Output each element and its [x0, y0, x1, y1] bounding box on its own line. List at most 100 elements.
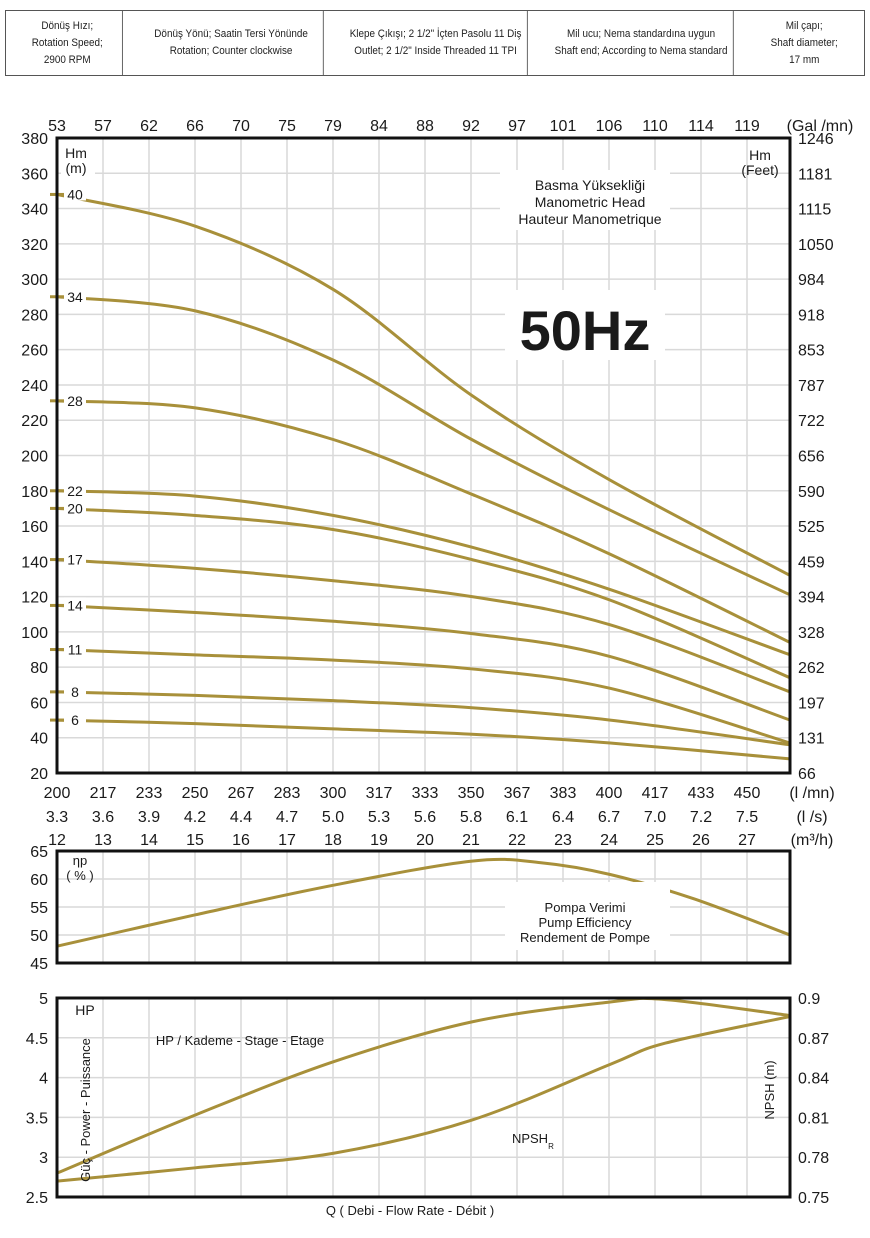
- x-ticks-lmn-tick: 383: [550, 785, 577, 802]
- gal-tick: 114: [688, 118, 714, 135]
- head-y-right-tick: 722: [798, 413, 825, 430]
- x-ticks-ls-tick: 3.3: [46, 809, 68, 826]
- gal-tick: 62: [140, 118, 158, 135]
- gal-tick: 57: [94, 118, 112, 135]
- head-y-right-tick: 328: [798, 625, 825, 642]
- head-ylabel-right: Hm: [749, 147, 771, 163]
- x-ticks-m3h-tick: 19: [370, 832, 388, 849]
- gal-tick: 101: [550, 118, 577, 135]
- npsh-ylabel: NPSH (m): [762, 1060, 777, 1119]
- head-curve-34: [56, 295, 791, 597]
- efficiency-y-tick: 65: [30, 844, 48, 861]
- head-annotation: Manometric Head: [535, 194, 646, 210]
- x-ticks-lmn-tick: 283: [274, 785, 301, 802]
- stage-label: 17: [67, 552, 83, 568]
- x-ticks-lmn-tick: 217: [90, 785, 117, 802]
- x-ticks-m3h-tick: 21: [462, 832, 480, 849]
- head-y-right-tick: 590: [798, 484, 825, 501]
- stage-label-bg: [64, 712, 86, 727]
- gal-tick: 70: [232, 118, 250, 135]
- efficiency-annotation: Pompa Verimi: [545, 900, 626, 915]
- stage-label: 11: [68, 642, 83, 658]
- x-ticks-lmn-tick: 367: [504, 785, 531, 802]
- head-y-right-tick: 262: [798, 660, 825, 677]
- head-y-tick: 240: [21, 378, 48, 395]
- x-ticks-ls-tick: 6.7: [598, 809, 620, 826]
- head-y-tick: 200: [21, 449, 48, 466]
- head-y-tick: 80: [30, 660, 48, 677]
- head-y-tick: 380: [21, 131, 48, 148]
- frequency-title: 50Hz: [520, 299, 651, 362]
- x-ticks-ls-tick: 7.5: [736, 809, 758, 826]
- x-ticks-ls-tick: 3.9: [138, 809, 160, 826]
- head-y-right-tick: 394: [798, 590, 825, 607]
- stage-label-bg: [64, 392, 86, 407]
- x-ticks-lmn-tick: 400: [596, 785, 623, 802]
- head-y-tick: 280: [21, 307, 48, 324]
- x-ticks-lmn-tick: 233: [136, 785, 163, 802]
- x-ticks-m3h-tick: 24: [600, 832, 618, 849]
- gal-tick: 92: [462, 118, 480, 135]
- head-curve-14: [56, 603, 791, 722]
- head-y-tick: 60: [30, 695, 48, 712]
- npsh-y-tick: 0.9: [798, 991, 820, 1008]
- head-y-tick: 160: [21, 519, 48, 536]
- head-annotation: Basma Yüksekliği: [535, 177, 645, 193]
- head-ylabel-bg: [61, 143, 95, 179]
- stage-label-bg: [64, 186, 86, 201]
- spec-table: Dönüş Hızı; Rotation Speed; 2900 RPM Dön…: [5, 10, 865, 76]
- x-ticks-ls-tick: 7.0: [644, 809, 666, 826]
- head-y-tick: 20: [30, 766, 48, 783]
- head-y-tick: 180: [21, 484, 48, 501]
- npsh-curve-label-sub: R: [548, 1142, 554, 1151]
- head-y-right-tick: 525: [798, 519, 825, 536]
- head-frame: [55, 136, 792, 775]
- head-y-tick: 140: [21, 554, 48, 571]
- stage-label: 28: [67, 393, 83, 409]
- flow-xlabel: Q ( Debi - Flow Rate - Débit ): [326, 1203, 494, 1218]
- efficiency-y-tick: 60: [30, 872, 48, 889]
- spec-rotation-direction: Dönüş Yönü; Saatin Tersi Yönünde Rotatio…: [140, 11, 325, 75]
- efficiency-annotation-bg: [505, 882, 670, 950]
- stage-label-bg: [64, 641, 86, 656]
- x-ticks-m3h-tick: 20: [416, 832, 434, 849]
- gal-tick: 119: [734, 118, 760, 135]
- title-bg: [505, 290, 665, 360]
- x-ticks-lmn-tick: 267: [228, 785, 255, 802]
- power-y-tick: 5: [39, 991, 48, 1008]
- x-ticks-m3h-tick: 22: [508, 832, 526, 849]
- hp-curve-label: HP / Kademe - Stage - Etage: [156, 1033, 324, 1048]
- x-ticks-ls-tick: 3.6: [92, 809, 114, 826]
- x-ticks-ls-tick: 4.7: [276, 809, 298, 826]
- stage-label-bg: [64, 683, 86, 698]
- efficiency-ylabel-unit: ( % ): [66, 868, 93, 883]
- head-curve-20: [56, 506, 791, 680]
- gal-unit: (Gal /mn): [787, 118, 854, 135]
- gal-tick: 88: [416, 118, 434, 135]
- gal-tick: 66: [186, 118, 204, 135]
- hp-curve: [56, 996, 791, 1175]
- x-ticks-lmn-tick: 200: [44, 785, 71, 802]
- head-y-right-tick: 984: [798, 272, 825, 289]
- head-curve-8: [56, 690, 791, 747]
- head-y-right-tick: 656: [798, 449, 825, 466]
- stage-label: 22: [67, 483, 83, 499]
- npsh-y-tick: 0.87: [798, 1031, 829, 1048]
- head-y-tick: 300: [21, 272, 48, 289]
- gal-tick: 110: [642, 118, 668, 135]
- x-ticks-ls-tick: 6.1: [506, 809, 528, 826]
- x-ticks-m3h-tick: 26: [692, 832, 710, 849]
- x-ticks-m3h-tick: 13: [94, 832, 112, 849]
- x-ticks-ls-tick: 7.2: [690, 809, 712, 826]
- x-ticks-ls-tick: 4.4: [230, 809, 252, 826]
- stage-label: 8: [71, 684, 79, 700]
- head-y-right-tick: 918: [798, 307, 825, 324]
- power-y-tick: 4: [39, 1071, 48, 1088]
- power-y-tick: 4.5: [26, 1031, 48, 1048]
- x-ticks-m3h-unit: (m³/h): [791, 832, 834, 849]
- head-ylabel-right-unit: (Feet): [741, 162, 778, 178]
- x-ticks-lmn-unit: (l /mn): [789, 785, 834, 802]
- head-curve-28: [56, 399, 791, 644]
- npsh-curve-label: NPSH: [512, 1131, 548, 1146]
